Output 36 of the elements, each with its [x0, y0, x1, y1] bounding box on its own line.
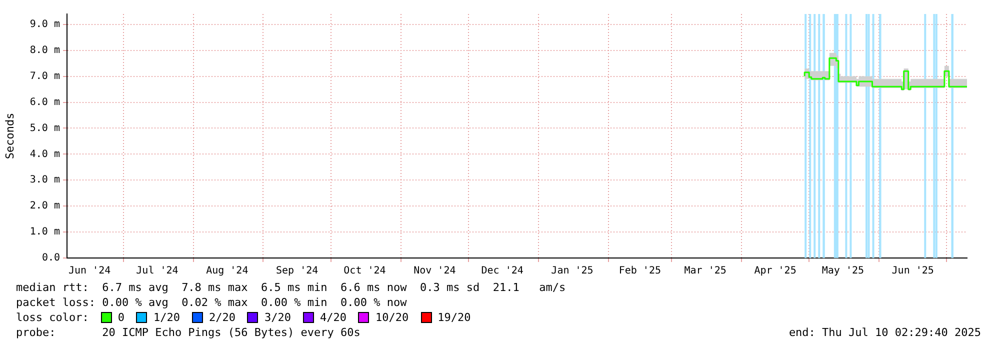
y-tick-label: 6.0 m	[30, 96, 60, 108]
x-tick-label: Feb '25	[618, 266, 662, 277]
x-tick-label: Nov '24	[414, 266, 456, 277]
legend-title: loss color:	[16, 310, 89, 325]
y-tick-label: 7.0 m	[30, 70, 60, 82]
x-tick-label: Mar '25	[684, 266, 726, 277]
x-tick-label: Jan '25	[551, 266, 594, 277]
y-tick-label: 2.0 m	[30, 200, 60, 212]
x-tick-label: Jun '24	[68, 266, 111, 277]
x-tick-label: May '25	[822, 266, 864, 277]
legend-label: 19/20	[438, 310, 471, 325]
y-tick-label: 8.0 m	[30, 44, 60, 56]
x-tick-label: Apr '25	[754, 266, 796, 277]
text: packet loss: 0.00 % avg 0.02 % max 0.00 % min 0.00 % now	[16, 295, 408, 310]
x-tick-label: Oct '24	[344, 266, 386, 277]
x-tick-label: Sep '24	[276, 266, 318, 277]
text: median rtt: 6.7 ms avg 7.8 ms max 6.5 ms min 6.6 ms now 0.3 ms sd 21.1 am/s	[16, 280, 567, 295]
text: end: Thu Jul 10 02:29:40 2025	[788, 325, 981, 340]
y-tick-label: 0.0	[42, 252, 60, 264]
x-tick-label: Dec '24	[481, 266, 524, 277]
legend-label: 4/20	[320, 310, 346, 325]
text: probe: 20 ICMP Echo Pings (56 Bytes) every 60s	[16, 325, 360, 340]
legend-label: 10/20	[375, 310, 409, 325]
legend-label: 3/20	[264, 310, 291, 325]
x-tick-label: Jul '24	[136, 266, 178, 277]
y-tick-label: 5.0 m	[30, 122, 60, 134]
legend-label: 0	[118, 310, 124, 325]
legend-label: 1/20	[153, 310, 180, 325]
y-axis-title: Seconds	[3, 112, 16, 160]
y-tick-label: 3.0 m	[30, 174, 60, 186]
x-tick-label: Jun '25	[892, 266, 934, 277]
y-tick-label: 9.0 m	[30, 18, 60, 30]
legend-label: 2/20	[208, 310, 236, 325]
x-tick-label: Aug '24	[206, 266, 248, 277]
y-tick-label: 1.0 m	[30, 226, 60, 238]
y-tick-label: 4.0 m	[30, 148, 60, 160]
